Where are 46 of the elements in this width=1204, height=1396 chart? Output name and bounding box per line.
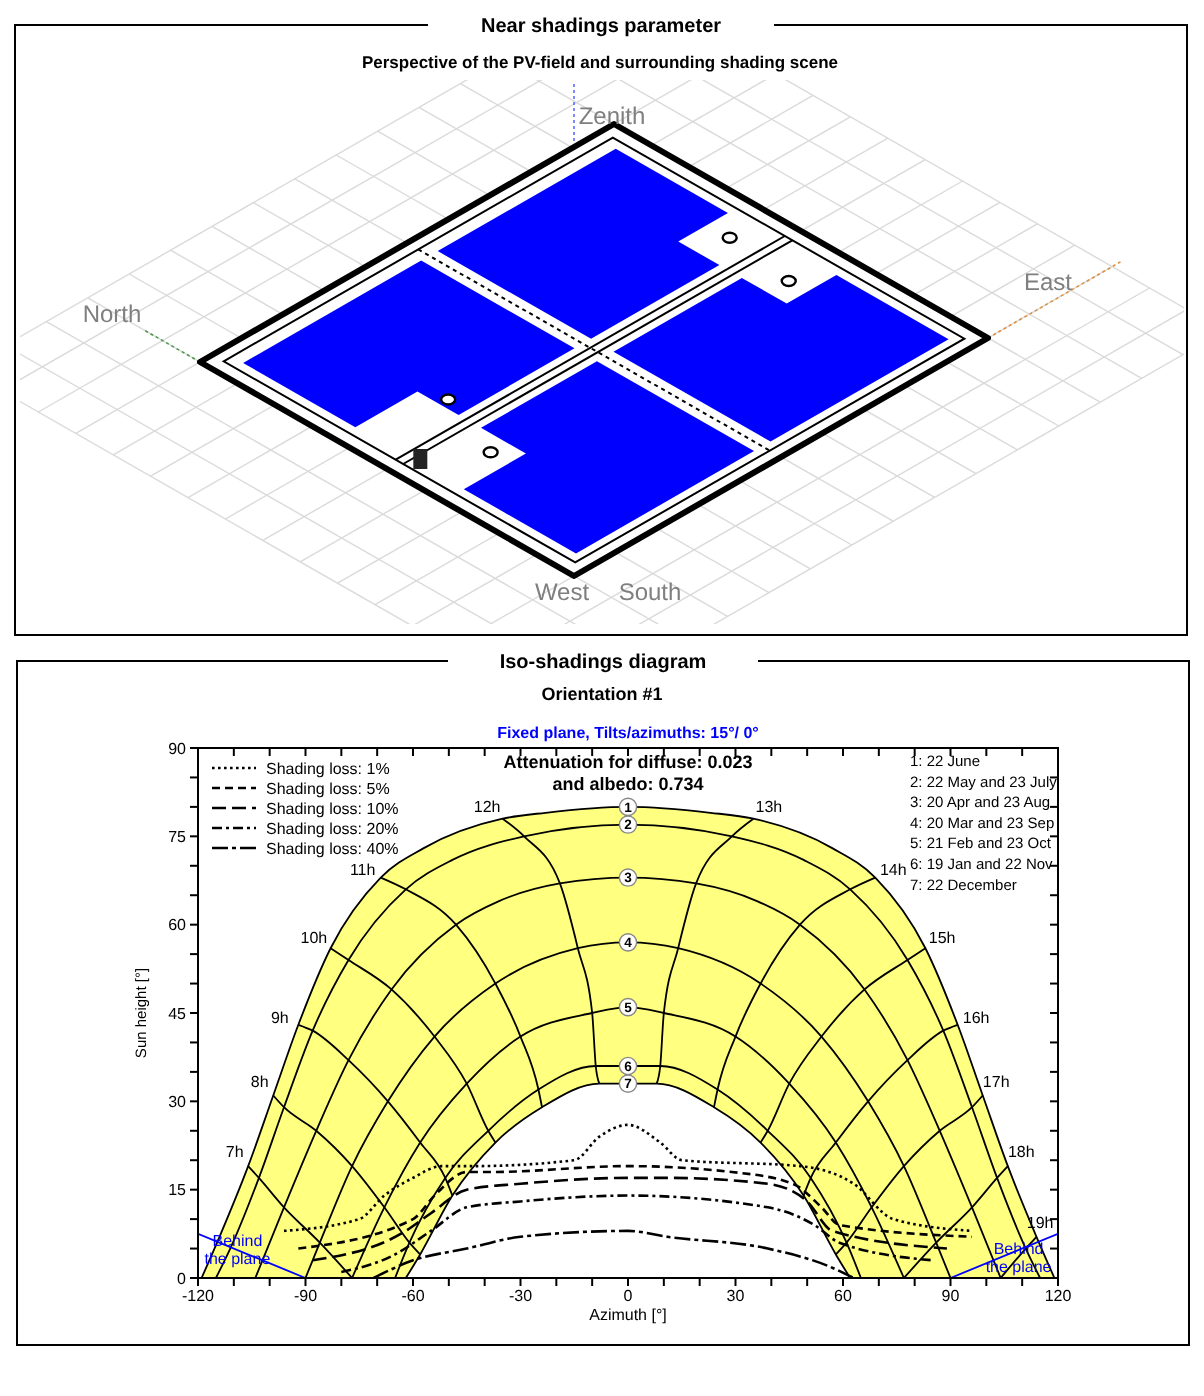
text: East (1023, 268, 1074, 296)
legend-label: Shading loss: 20% (266, 820, 399, 838)
text: North (82, 300, 142, 328)
series-label: 14h (879, 861, 907, 880)
x-axis-title: Azimuth [°] (589, 1306, 667, 1324)
series-label: 16h (962, 1009, 990, 1028)
y-tick-label: 30 (168, 1093, 188, 1112)
legend-label: Shading loss: 5% (266, 780, 390, 798)
series-label: 12h (473, 797, 501, 816)
series-label: 17h (982, 1072, 1010, 1091)
x-tick-label: 60 (834, 1287, 853, 1306)
chart-subtitle: Orientation #1 (541, 684, 663, 704)
series-label: 7h (225, 1143, 244, 1162)
x-tick-label: -30 (508, 1287, 534, 1306)
y-tick-label: 75 (168, 828, 188, 847)
legend-label: Shading loss: 40% (266, 840, 399, 858)
annotation: and albedo: 0.734 (552, 774, 704, 794)
x-tick-label: -120 (181, 1287, 216, 1306)
series-label: 9h (270, 1009, 289, 1028)
x-tick-label: 120 (1044, 1287, 1073, 1306)
y-tick-label: 90 (168, 739, 188, 758)
chart-title: Iso-shadings diagram (447, 652, 759, 674)
series-label: 11h (349, 861, 376, 880)
x-tick-label: -90 (293, 1287, 319, 1306)
y-tick-label: 15 (168, 1181, 188, 1200)
series-label: 18h (1007, 1143, 1035, 1162)
series-label: 13h (755, 797, 783, 816)
annotation: Attenuation for diffuse: 0.023 (503, 752, 753, 772)
y-tick-label: 60 (168, 916, 188, 935)
x-tick-label: 30 (726, 1287, 746, 1306)
series-label: 8h (250, 1072, 269, 1091)
y-tick-label: 0 (177, 1269, 188, 1288)
x-tick-label: -60 (401, 1287, 426, 1306)
series-label: 15h (928, 929, 956, 948)
text: South (618, 578, 682, 606)
text: Near shadings parameter (428, 16, 774, 38)
text: Fixed plane, Tilts/azimuths: 15°/ 0° (497, 724, 759, 742)
x-tick-label: 90 (941, 1287, 961, 1306)
text: West (534, 578, 591, 606)
text: Perspective of the PV-field and surrounding shading scene (361, 52, 839, 72)
series-label: 10h (300, 929, 328, 948)
legend-label: Shading loss: 1% (266, 760, 390, 778)
text: Zenith (578, 102, 646, 130)
legend-label: Shading loss: 10% (266, 800, 399, 818)
y-tick-label: 45 (168, 1004, 188, 1023)
x-tick-label: 0 (623, 1287, 634, 1306)
